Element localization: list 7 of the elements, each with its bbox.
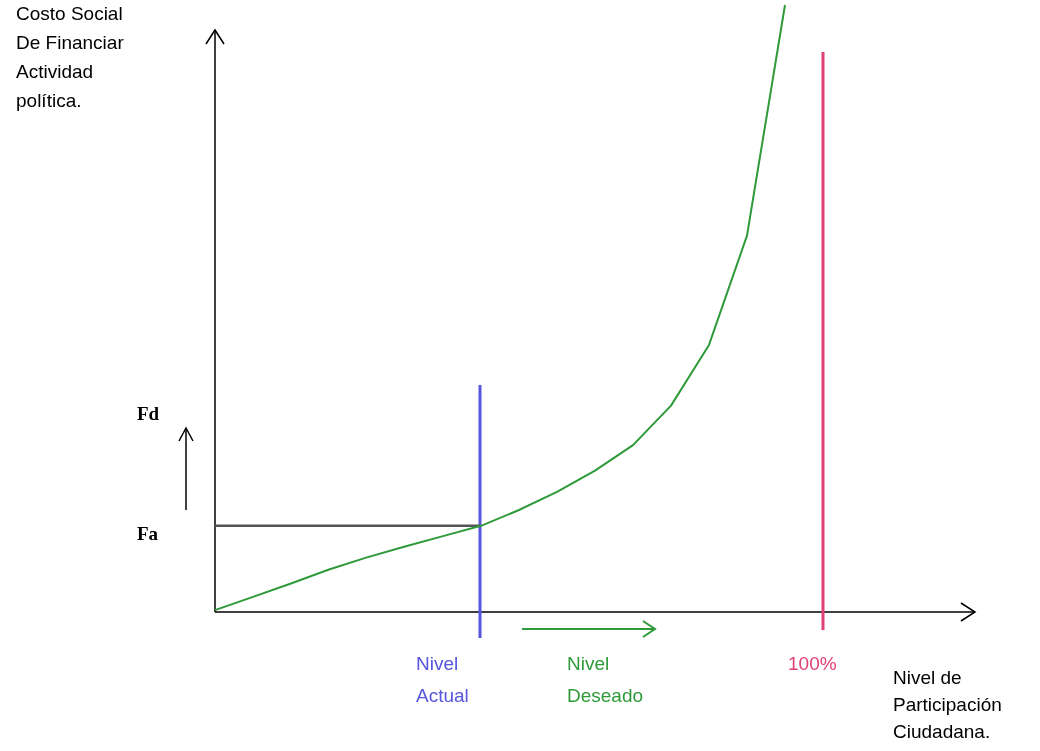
x-axis-title: Nivel de Participación Ciudadana. xyxy=(893,667,1002,742)
y-axis-title: Costo Social De Financiar Actividad política. xyxy=(16,3,125,111)
text: Fd xyxy=(137,403,160,424)
text: Nivel Actual xyxy=(416,653,469,706)
ref-line-label: Fa xyxy=(137,522,159,544)
text: 100% xyxy=(788,653,837,674)
text: Nivel Deseado xyxy=(567,653,644,706)
